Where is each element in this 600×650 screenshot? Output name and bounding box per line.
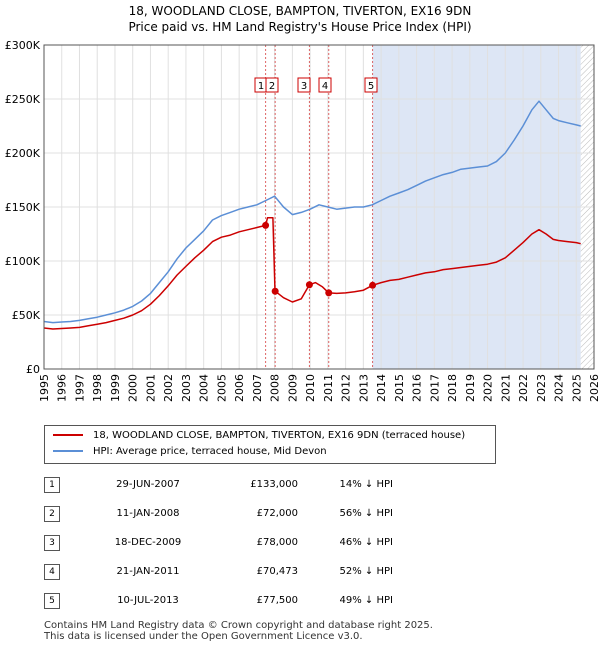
x-tick-label: 2016: [411, 374, 424, 402]
x-tick-label: 1998: [91, 374, 104, 402]
price-chart: 1 2 3 4 5 £0 £50K £100K £150K £200K £250K £300K 1995…: [5, 39, 600, 402]
sale-point: [271, 287, 279, 295]
y-tick-label: £0: [26, 363, 40, 376]
plot-frame: [43, 44, 595, 370]
transaction-price: £70,473: [256, 566, 298, 577]
legend-swatch-hpi: [53, 450, 83, 452]
footer: Contains HM Land Registry data © Crown c…: [44, 620, 433, 642]
table-row: 5 10-JUL-2013 £77,500 49% ↓ HPI: [44, 586, 393, 615]
x-tick-label: 2023: [535, 374, 548, 402]
x-tick-label: 2000: [127, 374, 140, 402]
sale-label: 4: [322, 81, 328, 92]
table-row: 4 21-JAN-2011 £70,473 52% ↓ HPI: [44, 557, 393, 586]
transaction-hpi-diff: 14% ↓ HPI: [339, 479, 393, 490]
y-tick-label: £150K: [5, 201, 41, 214]
chart-subtitle: Price paid vs. HM Land Registry's House …: [128, 20, 472, 34]
legend-item-property: 18, WOODLAND CLOSE, BAMPTON, TIVERTON, E…: [53, 429, 465, 443]
transaction-price: £72,000: [256, 508, 298, 519]
x-tick-label: 2006: [233, 374, 246, 402]
footer-copyright: Contains HM Land Registry data © Crown c…: [44, 620, 433, 631]
legend-label-property: 18, WOODLAND CLOSE, BAMPTON, TIVERTON, E…: [93, 430, 466, 441]
transaction-date: 11-JAN-2008: [116, 508, 180, 519]
x-tick-label: 2026: [588, 374, 600, 402]
x-tick-label: 2021: [499, 374, 512, 402]
legend-label-hpi: HPI: Average price, terraced house, Mid …: [93, 446, 327, 457]
x-tick-label: 2019: [464, 374, 477, 402]
x-tick-label: 2002: [162, 374, 175, 402]
transaction-number-badge: 5: [44, 592, 60, 609]
transaction-price: £133,000: [250, 479, 298, 490]
sale-label: 1: [258, 81, 264, 92]
x-tick-label: 1999: [109, 374, 122, 402]
y-tick-label: £50K: [12, 309, 41, 322]
x-tick-label: 2018: [446, 374, 459, 402]
sale-point: [305, 281, 313, 289]
legend-swatch-property: [53, 434, 83, 436]
x-tick-label: 2015: [393, 374, 406, 402]
sale-label-box: [265, 77, 279, 93]
sale-label: 2: [269, 81, 275, 92]
x-tick-label: 2005: [215, 374, 228, 402]
x-tick-label: 1997: [73, 374, 86, 402]
sale-label-box: [318, 77, 332, 93]
x-tick-label: 2008: [269, 374, 282, 402]
table-row: 2 11-JAN-2008 £72,000 56% ↓ HPI: [44, 499, 393, 528]
sale-point: [262, 221, 270, 229]
y-tick-label: £250K: [5, 93, 41, 106]
transaction-hpi-diff: 49% ↓ HPI: [339, 595, 393, 606]
x-tick-label: 2011: [322, 374, 335, 402]
x-tick-label: 2022: [517, 374, 530, 402]
series-line-hpi: [43, 100, 581, 324]
x-tick-label: 2001: [144, 374, 157, 402]
x-tick-label: 2003: [180, 374, 193, 402]
y-tick-label: £300K: [5, 39, 41, 52]
sale-label-box: [364, 77, 378, 93]
y-tick-label: £100K: [5, 255, 41, 268]
x-tick-label: 2017: [428, 374, 441, 402]
transaction-number-badge: 3: [44, 534, 60, 551]
transactions-table: 1 29-JUN-2007 £133,000 14% ↓ HPI 2 11-JA…: [44, 470, 393, 615]
sale-label: 3: [301, 81, 307, 92]
x-tick-label: 1996: [56, 374, 69, 402]
transaction-number-badge: 1: [44, 476, 60, 493]
transaction-number-badge: 2: [44, 505, 60, 522]
table-row: 3 18-DEC-2009 £78,000 46% ↓ HPI: [44, 528, 393, 557]
legend-item-hpi: HPI: Average price, terraced house, Mid …: [53, 445, 327, 459]
transaction-date: 10-JUL-2013: [117, 595, 179, 606]
legend: 18, WOODLAND CLOSE, BAMPTON, TIVERTON, E…: [44, 425, 496, 464]
x-tick-label: 2010: [304, 374, 317, 402]
transaction-date: 18-DEC-2009: [114, 537, 182, 548]
sale-point: [325, 289, 333, 297]
table-row: 1 29-JUN-2007 £133,000 14% ↓ HPI: [44, 470, 393, 499]
chart-title: 18, WOODLAND CLOSE, BAMPTON, TIVERTON, E…: [128, 4, 472, 18]
sale-label-box: [297, 77, 311, 93]
transaction-date: 21-JAN-2011: [116, 566, 180, 577]
x-tick-label: 2009: [286, 374, 299, 402]
y-tick-label: £200K: [5, 147, 41, 160]
transaction-hpi-diff: 46% ↓ HPI: [339, 537, 393, 548]
x-tick-label: 1995: [38, 374, 51, 402]
footer-licence: This data is licensed under the Open Gov…: [44, 631, 363, 642]
transaction-price: £78,000: [256, 537, 298, 548]
x-tick-label: 2014: [375, 374, 388, 402]
sale-point: [369, 281, 377, 289]
x-tick-label: 2012: [340, 374, 353, 402]
transaction-hpi-diff: 56% ↓ HPI: [339, 508, 393, 519]
x-tick-label: 2013: [357, 374, 370, 402]
transaction-date: 29-JUN-2007: [116, 479, 180, 490]
x-tick-label: 2004: [198, 374, 211, 402]
sale-label: 5: [368, 81, 374, 92]
transaction-price: £77,500: [256, 595, 298, 606]
x-tick-label: 2007: [251, 374, 264, 402]
x-tick-label: 2020: [482, 374, 495, 402]
transaction-number-badge: 4: [44, 563, 60, 580]
x-tick-label: 2025: [570, 374, 583, 402]
x-tick-label: 2024: [553, 374, 566, 402]
transaction-hpi-diff: 52% ↓ HPI: [339, 566, 393, 577]
